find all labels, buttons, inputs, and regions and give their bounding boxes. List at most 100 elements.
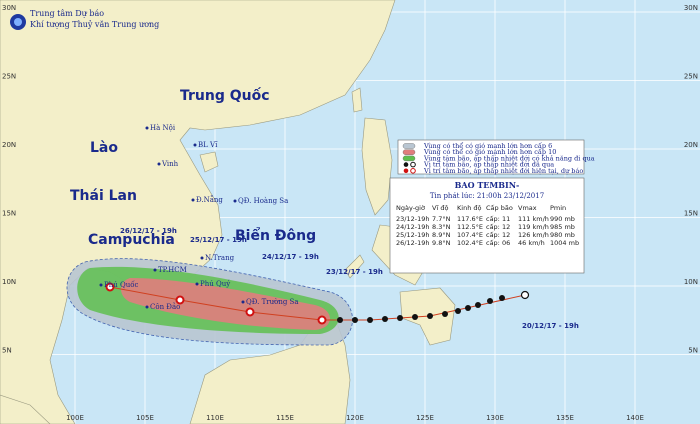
legend-swatch [402, 143, 416, 149]
column-header: Vmax [518, 204, 537, 212]
place-label: BL Vĩ [198, 141, 218, 149]
country-label: Biển Đông [235, 227, 316, 244]
table-cell: 26/12-19h [396, 239, 429, 247]
longitude-label: 130E [486, 414, 504, 422]
latitude-label: 25N [2, 73, 16, 81]
track-label: 25/12/17 - 19h [190, 236, 247, 244]
table-cell: 107.4°E [457, 231, 483, 239]
track-label: 23/12/17 - 19h [326, 268, 383, 276]
past-position [455, 308, 461, 314]
legend-swatch [403, 168, 409, 174]
place-label: Phú Quý [200, 280, 230, 288]
latitude-label: 30N [684, 4, 698, 12]
country-label: Thái Lan [70, 188, 137, 204]
start-position [520, 290, 530, 300]
legend-swatch [402, 155, 416, 162]
place-label: Đ.Nẵng [196, 195, 223, 204]
storm-track [109, 286, 526, 321]
longitude-label: 135E [556, 414, 574, 422]
country-label: Campuchia [88, 232, 175, 248]
past-position [499, 295, 505, 301]
place-dot [233, 199, 237, 203]
place-label: TP.HCM [158, 266, 187, 274]
info-issued: Tin phát lúc: 21:00h 23/12/2017 [430, 192, 544, 200]
place-label: N.Trang [205, 254, 235, 262]
legend-label: Vị trí tâm bão, áp thấp nhiệt đới hiện t… [423, 166, 583, 175]
legend-label: Vùng có thể có gió mạnh lớn hơn cấp 10 [423, 147, 556, 156]
latitude-label: 15N [684, 210, 698, 218]
table-cell: 112.5°E [457, 223, 483, 231]
longitude-label: 140E [626, 414, 644, 422]
info-title: BAO TEMBIN- [455, 180, 520, 190]
legend-label: Vùng có thể có gió mạnh lớn hơn cấp 6 [423, 141, 552, 150]
past-position [397, 315, 403, 321]
longitude-label: 125E [416, 414, 434, 422]
legend-box [397, 139, 585, 175]
info-box [389, 177, 585, 274]
place-label: Vinh [161, 160, 179, 168]
place-label: Côn Đảo [150, 302, 180, 311]
table-cell: 119 km/h [518, 223, 549, 231]
table-cell: 9.8°N [432, 239, 451, 247]
past-position [475, 302, 481, 308]
latitude-label: 5N [688, 347, 698, 355]
legend-swatch [403, 162, 409, 167]
track-label: 26/12/17 - 19h [120, 227, 177, 235]
table-cell: 126 km/h [518, 231, 549, 239]
legend: Vùng có thể có gió mạnh lớn hơn cấp 6Vùn… [402, 141, 595, 175]
place-dot [157, 162, 161, 166]
longitude-label: 115E [276, 414, 294, 422]
forecast-position [245, 307, 255, 317]
table-cell: cấp: 12 [486, 223, 510, 231]
labels: 100E 105E 110E 115E 120E 125E 130E 135E 140E 30N 3… [2, 4, 698, 422]
place-dot [193, 143, 197, 147]
forecast-position [105, 282, 115, 292]
place-label: QĐ. Hoàng Sa [238, 196, 288, 205]
table-cell: 8.9°N [432, 231, 451, 239]
past-position [465, 305, 471, 311]
past-position [352, 317, 358, 323]
table-cell: 23/12-19h [396, 215, 429, 223]
country-label: Lào [90, 140, 118, 156]
latitude-label: 30N [2, 4, 16, 12]
latitude-label: 25N [684, 73, 698, 81]
place-label: QĐ. Trường Sa [246, 298, 299, 306]
place-dot [195, 282, 199, 286]
place-dot [145, 126, 149, 130]
legend-swatch [402, 149, 416, 155]
track-label: 24/12/17 - 19h [262, 253, 319, 261]
place-dot [241, 300, 245, 304]
table-cell: 990 mb [550, 215, 575, 223]
track-points [105, 282, 530, 325]
past-position [427, 313, 433, 319]
latitude-label: 10N [684, 278, 698, 286]
longitude-label: 100E [66, 414, 84, 422]
longitude-label: 105E [136, 414, 154, 422]
table-cell: 46 km/h [518, 239, 545, 247]
country-label: Trung Quốc [180, 87, 270, 104]
longitude-label: 110E [206, 414, 224, 422]
table-cell: 25/12-19h [396, 231, 429, 239]
place-dot [200, 256, 204, 260]
place-dot [145, 305, 149, 309]
forecast-position [175, 295, 185, 305]
column-header: Vĩ độ [432, 204, 448, 212]
forecast-position [317, 315, 327, 325]
past-position [382, 316, 388, 322]
table-cell: 7.7°N [432, 215, 451, 223]
place-dot [99, 283, 103, 287]
table-cell: 24/12-19h [396, 223, 429, 231]
legend-swatch [410, 161, 416, 168]
place-label: Hà Nội [150, 123, 176, 132]
past-position [442, 311, 448, 317]
legend-swatch [410, 168, 416, 174]
legend-label: Vùng tâm bão, áp thấp nhiệt đới có khả n… [423, 153, 595, 162]
place-label: Phú Quốc [104, 280, 138, 289]
column-header: Cấp bão [486, 204, 513, 212]
agency-name: Khí tượng Thuỷ văn Trung ương [30, 20, 159, 29]
agency-name: Trung tâm Dự báo [30, 9, 104, 18]
table-cell: 980 mb [550, 231, 575, 239]
place-dot [153, 268, 157, 272]
past-position [487, 298, 493, 304]
